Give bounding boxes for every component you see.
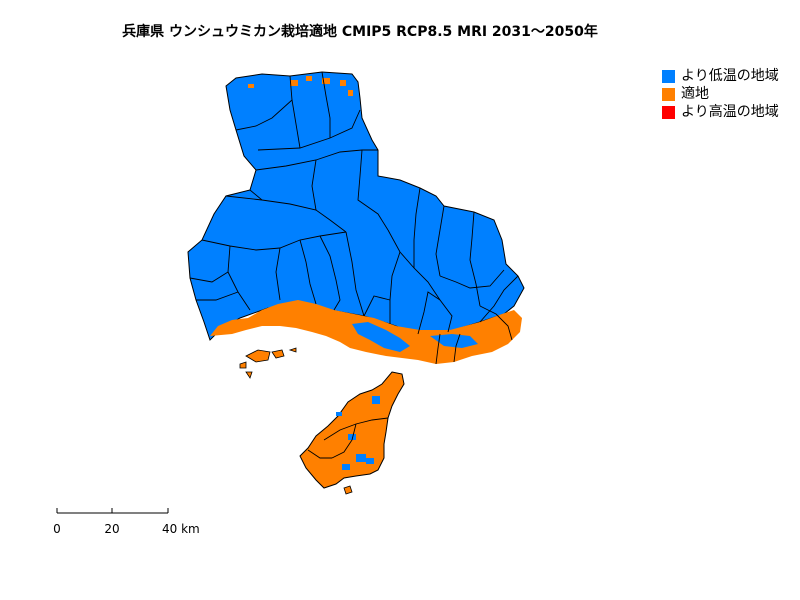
legend-item-warmer: より高温の地域: [662, 103, 779, 121]
mainland-cooler-patch: [352, 322, 410, 352]
scale-tick-20: 20: [104, 522, 119, 536]
coastal-islands: [239, 347, 297, 379]
north-coast-suitable-specks: [248, 76, 353, 96]
municipal-boundaries: [189, 71, 519, 365]
numashima-island: [343, 485, 353, 495]
legend-label-cooler: より低温の地域: [681, 68, 779, 84]
legend: より低温の地域 適地 より高温の地域: [662, 67, 779, 121]
legend-swatch-cooler: [662, 69, 675, 83]
legend-label-warmer: より高温の地域: [681, 104, 779, 120]
map-title: 兵庫県 ウンシュウミカン栽培適地 CMIP5 RCP8.5 MRI 2031～2…: [122, 24, 598, 40]
mainland-cooler-patch: [430, 334, 478, 348]
scale-tick-40km: 40 km: [162, 522, 200, 536]
scale-bar-graphic: [56, 508, 169, 514]
legend-swatch-warmer: [662, 105, 675, 119]
legend-item-suitable: 適地: [662, 85, 779, 103]
legend-swatch-suitable: [662, 87, 675, 101]
awaji-boundaries: [307, 417, 389, 459]
awaji-cooler-patches: [336, 396, 380, 470]
scale-tick-0: 0: [53, 522, 61, 536]
legend-item-cooler: より低温の地域: [662, 67, 779, 85]
legend-label-suitable: 適地: [681, 86, 709, 102]
